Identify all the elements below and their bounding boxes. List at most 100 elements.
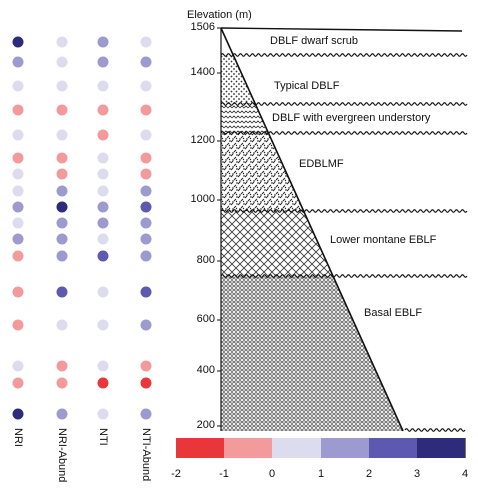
summit-line	[220, 27, 463, 32]
scale-swatch	[417, 438, 466, 458]
index-dot-nti_abund	[140, 319, 152, 331]
index-dot-nri_abund	[56, 360, 68, 372]
index-dot-nri_abund	[56, 80, 68, 92]
index-dot-nti	[97, 56, 109, 68]
zone-label-edblmf: EDBLMF	[299, 158, 344, 170]
scale-label: 4	[461, 468, 469, 480]
index-dot-nri	[12, 56, 24, 68]
index-dot-nri	[12, 250, 24, 262]
index-dot-nri	[12, 377, 24, 389]
index-dot-nti	[97, 104, 109, 116]
index-dot-nri	[12, 217, 24, 229]
index-dot-nri	[12, 319, 24, 331]
index-dot-nri_abund	[56, 377, 68, 389]
zone-fill-edblmf	[221, 133, 304, 211]
index-dot-nri	[12, 185, 24, 197]
index-dot-nri_abund	[56, 319, 68, 331]
index-dot-nti	[97, 377, 109, 389]
index-dot-nri	[12, 129, 24, 141]
zone-boundary-line	[404, 428, 466, 432]
y-tick-label: 1000	[190, 193, 215, 205]
index-dot-nri_abund	[56, 286, 68, 298]
index-dot-nri	[12, 104, 24, 116]
zone-fill-basal	[221, 276, 403, 431]
y-tick-label: 200	[196, 419, 215, 431]
index-dot-nti_abund	[140, 36, 152, 48]
scale-label: 1	[317, 468, 325, 480]
index-dot-nti_abund	[140, 408, 152, 420]
zone-label-evergreen: DBLF with evergreen understory	[272, 112, 431, 124]
index-dot-nti_abund	[140, 377, 152, 389]
slope-line	[220, 27, 404, 432]
index-dot-nti	[97, 360, 109, 372]
index-dot-nti	[97, 286, 109, 298]
index-dot-nti_abund	[140, 104, 152, 116]
index-dot-nti_abund	[140, 80, 152, 92]
index-dot-nti_abund	[140, 250, 152, 262]
index-dot-nti_abund	[140, 201, 152, 213]
index-dot-nri	[12, 286, 24, 298]
index-dot-nri_abund	[56, 201, 68, 213]
index-dot-matrix	[12, 36, 152, 420]
index-dot-nri	[12, 360, 24, 372]
index-dot-nri_abund	[56, 152, 68, 164]
scale-swatch	[321, 438, 370, 458]
index-dot-nti	[97, 36, 109, 48]
zone-label-typical: Typical DBLF	[274, 80, 340, 92]
index-dot-nti	[97, 168, 109, 180]
index-dot-nri_abund	[56, 36, 68, 48]
y-tick-label: 1506	[190, 21, 215, 33]
index-dot-nri_abund	[56, 168, 68, 180]
zone-fill-evergreen	[221, 104, 269, 133]
scale-swatch	[369, 438, 418, 458]
index-dot-nti	[97, 80, 109, 92]
zone-fill-lower	[221, 211, 333, 276]
scale-swatch	[272, 438, 322, 458]
scale-label: 2	[365, 468, 373, 480]
y-tick-label: 600	[196, 313, 215, 325]
zone-boundary-line	[220, 102, 468, 106]
scale-swatch	[224, 438, 273, 458]
index-dot-nti_abund	[140, 233, 152, 245]
index-dot-nti	[97, 233, 109, 245]
index-dot-nti	[97, 408, 109, 420]
scale-label: -1	[219, 468, 229, 480]
index-dot-nti_abund	[140, 168, 152, 180]
scale-label: -2	[171, 468, 181, 480]
y-tick-label: 1400	[190, 66, 215, 78]
index-dot-nti	[97, 217, 109, 229]
zone-label-lower: Lower montane EBLF	[330, 234, 437, 246]
index-dot-nri_abund	[56, 250, 68, 262]
index-dot-nti_abund	[140, 217, 152, 229]
zone-fill-typical	[221, 55, 256, 104]
index-dot-nri_abund	[56, 217, 68, 229]
index-dot-nti	[97, 129, 109, 141]
index-dot-nri_abund	[56, 56, 68, 68]
zone-boundary-line	[220, 131, 468, 135]
index-dot-nri_abund	[56, 408, 68, 420]
zone-label-basal: Basal EBLF	[364, 307, 423, 319]
index-dot-nri_abund	[56, 129, 68, 141]
y-tick-label: 1200	[190, 134, 215, 146]
index-dot-nri	[12, 80, 24, 92]
y-tick-label: 800	[196, 254, 215, 266]
index-dot-nri	[12, 233, 24, 245]
index-dot-nti	[97, 185, 109, 197]
index-dot-nti_abund	[140, 56, 152, 68]
index-dot-nti	[97, 250, 109, 262]
index-dot-nti	[97, 201, 109, 213]
index-dot-nti	[97, 319, 109, 331]
index-dot-nri_abund	[56, 233, 68, 245]
index-dot-nti	[97, 152, 109, 164]
index-dot-nti_abund	[140, 185, 152, 197]
zone-boundary-line	[220, 274, 468, 278]
index-dot-nti_abund	[140, 129, 152, 141]
index-dot-nri	[12, 168, 24, 180]
scale-label: 0	[268, 468, 276, 480]
index-dot-nri	[12, 36, 24, 48]
y-axis-title: Elevation (m)	[187, 9, 252, 21]
index-dot-nri	[12, 152, 24, 164]
index-dot-nri	[12, 408, 24, 420]
zone-boundary-line	[220, 209, 468, 213]
